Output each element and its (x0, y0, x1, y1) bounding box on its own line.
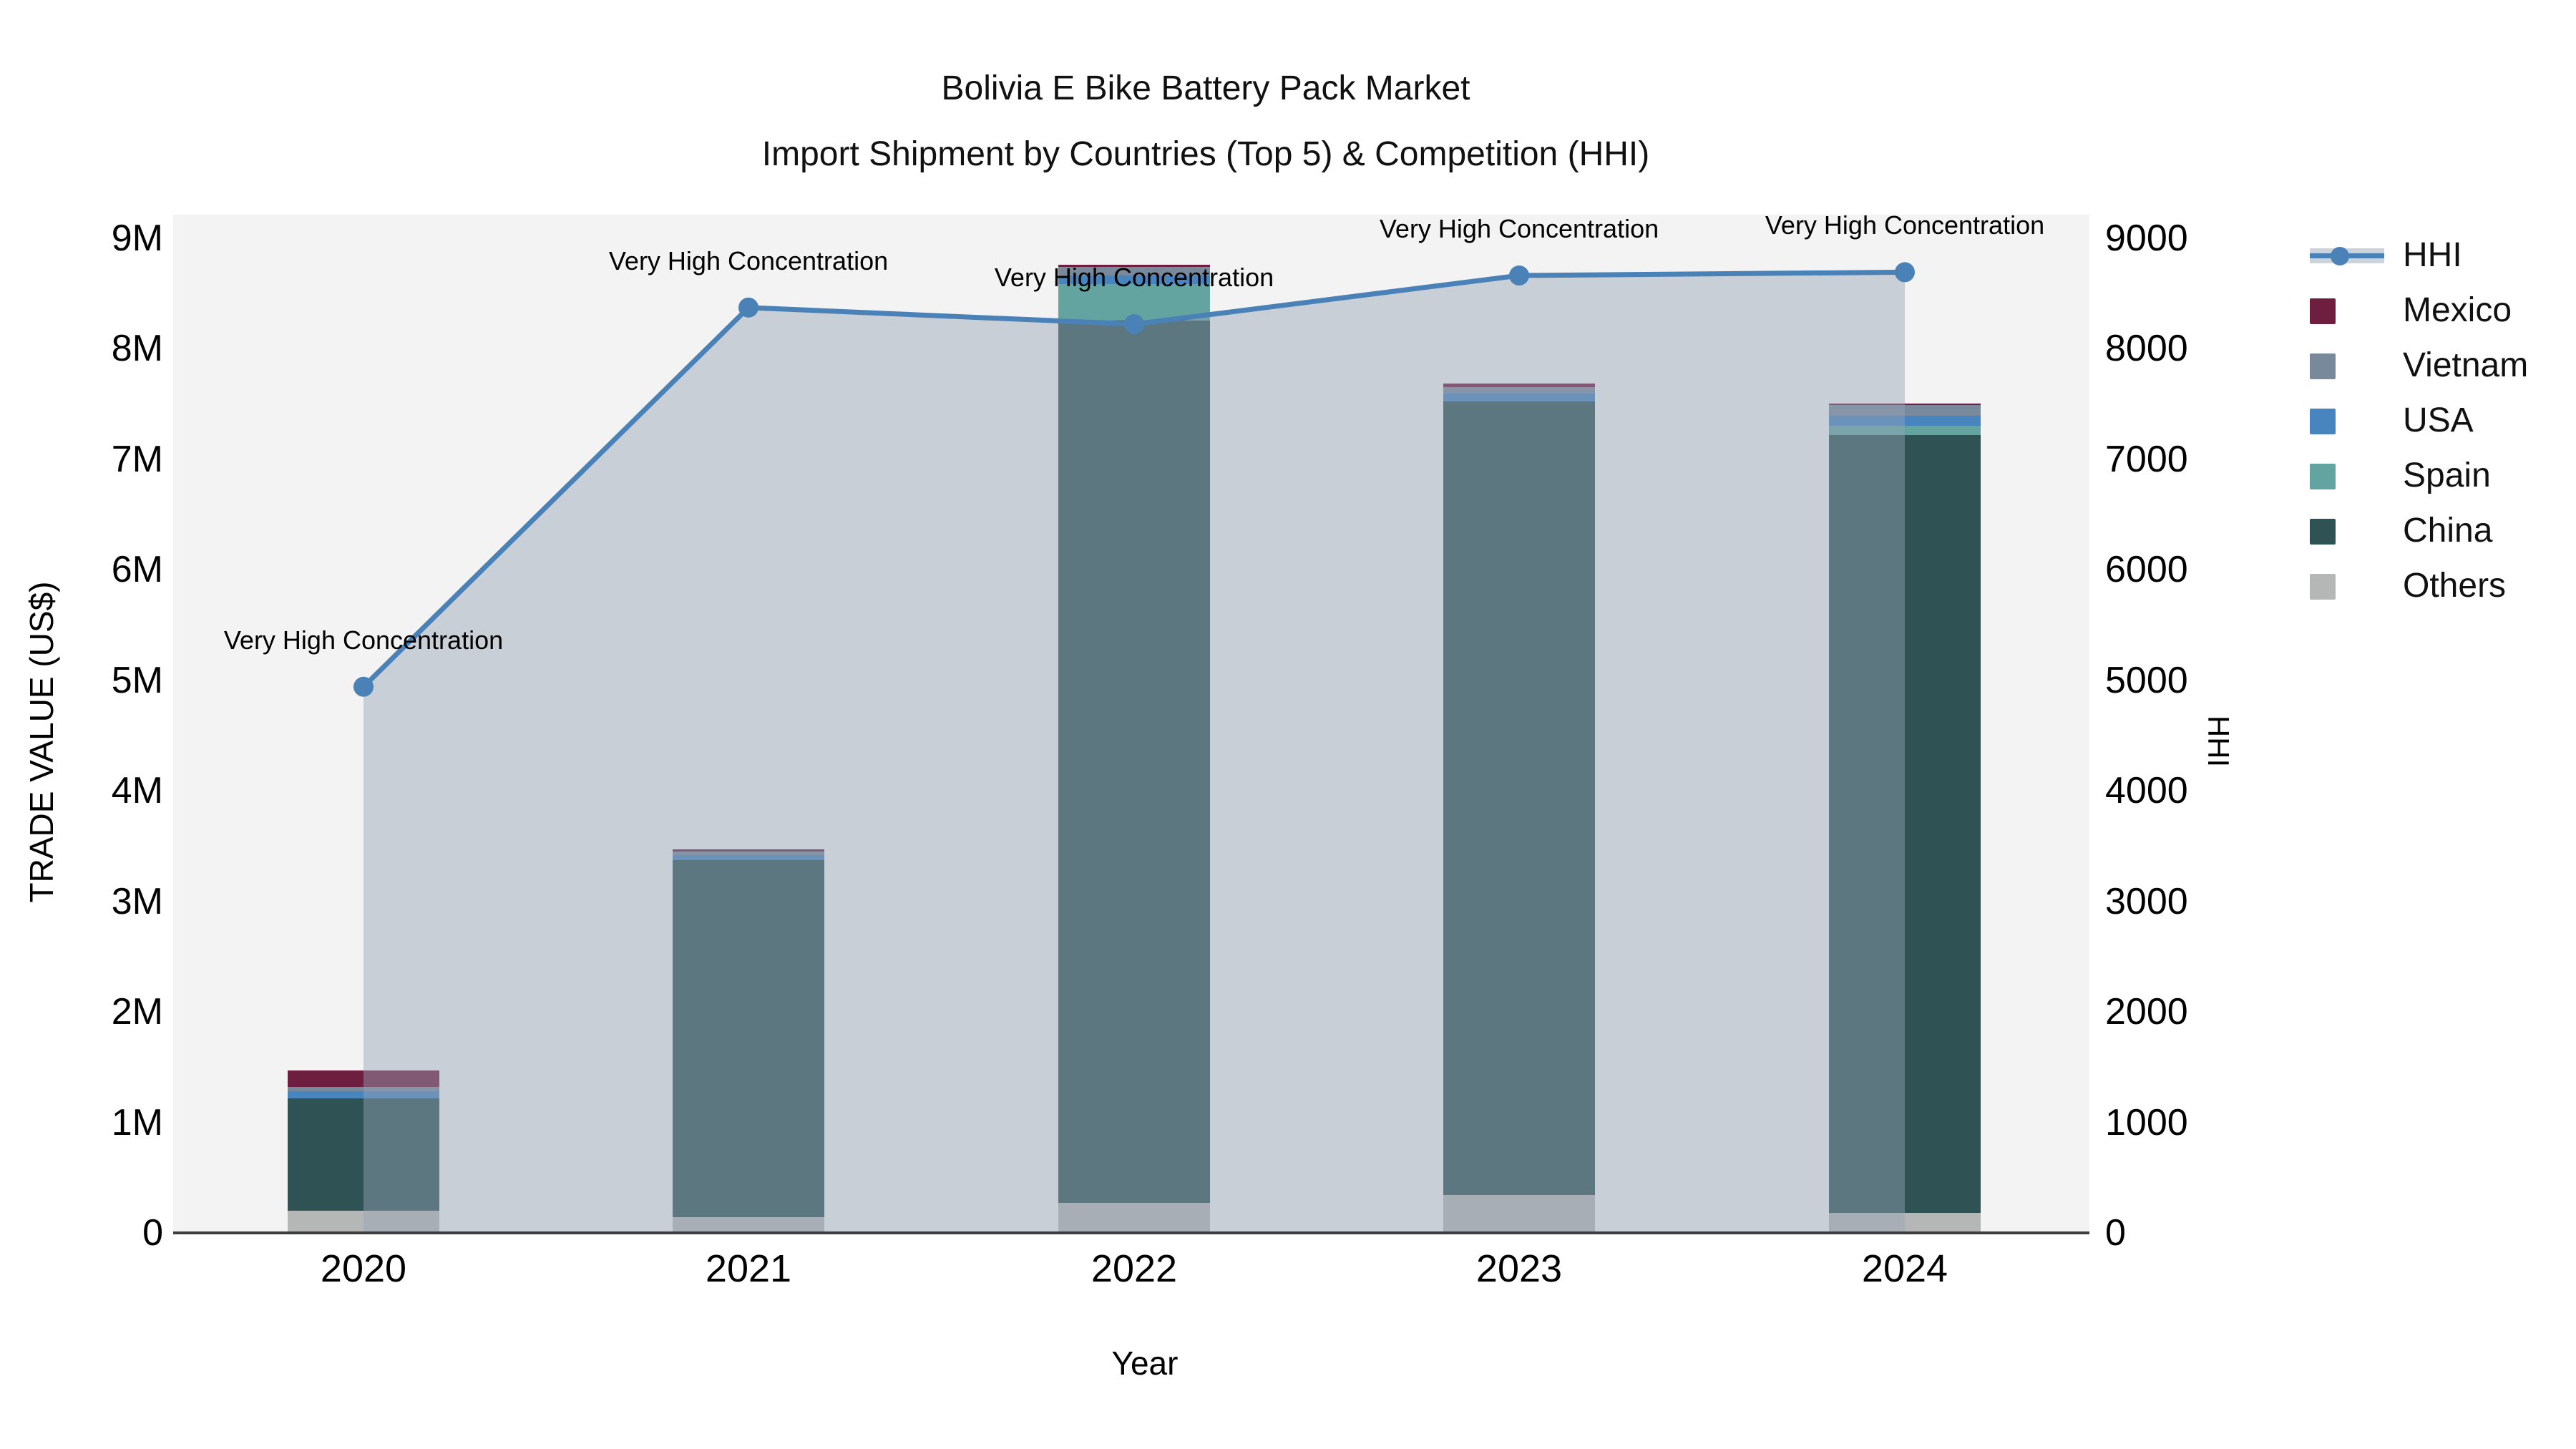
bar-segment-spain-2024[interactable] (1829, 426, 1981, 435)
legend-item-mexico[interactable]: Mexico (2310, 283, 2528, 338)
legend-item-others[interactable]: Others (2310, 558, 2528, 613)
y-left-tick-0: 0 (142, 1212, 163, 1254)
legend-color-swatch (2310, 463, 2336, 489)
legend-line-sample-icon (2310, 241, 2384, 270)
legend-color-swatch (2310, 408, 2336, 434)
y-right-tick-8000: 8000 (2105, 328, 2188, 369)
y-right-tick-4000: 4000 (2105, 770, 2188, 811)
x-axis-title: Year (1111, 1345, 1179, 1382)
bar-segment-others-2022[interactable] (1058, 1203, 1210, 1233)
chart-title-line1: Bolivia E Bike Battery Pack Market (941, 69, 1470, 107)
bar-segment-usa-2024[interactable] (1829, 416, 1981, 426)
bar-segment-mexico-2020[interactable] (288, 1070, 439, 1088)
legend-label: Vietnam (2403, 346, 2529, 384)
annotation-2020: Very High Concentration (223, 625, 504, 655)
y-left-tick-8M: 8M (111, 328, 163, 369)
annotation-2021: Very High Concentration (608, 245, 889, 275)
annotation-2022: Very High Concentration (994, 263, 1274, 292)
legend-line-sample-part (2331, 246, 2349, 265)
y-right-tick-2000: 2000 (2105, 991, 2188, 1033)
bar-segment-vietnam-2020[interactable] (288, 1087, 439, 1092)
bar-segment-mexico-2021[interactable] (673, 849, 824, 852)
legend-label: China (2403, 511, 2493, 550)
hhi-marker-2024[interactable] (1895, 262, 1915, 283)
legend-swatch-icon (2310, 462, 2384, 490)
plot-area: Very High Concentration Very High Concent… (173, 211, 2089, 1234)
x-tick-2024: 2024 (1861, 1247, 1948, 1290)
bar-segment-usa-2021[interactable] (673, 854, 824, 861)
y-left-tick-4M: 4M (111, 770, 163, 811)
x-tick-2020: 2020 (320, 1247, 407, 1290)
y-left-tick-9M: 9M (111, 217, 163, 259)
legend-color-swatch (2310, 298, 2336, 324)
legend-swatch-icon (2310, 296, 2384, 325)
legend-item-usa[interactable]: USA (2310, 393, 2528, 448)
legend-label: USA (2403, 401, 2474, 439)
bar-segment-vietnam-2023[interactable] (1443, 387, 1595, 394)
bar-segment-china-2022[interactable] (1058, 321, 1210, 1204)
y-left-tick-6M: 6M (111, 549, 163, 590)
y-right-tick-5000: 5000 (2105, 659, 2188, 701)
legend-label: Spain (2403, 456, 2491, 494)
y-right-tick-7000: 7000 (2105, 438, 2188, 480)
annotation-2023: Very High Concentration (1379, 214, 1659, 244)
legend-item-vietnam[interactable]: Vietnam (2310, 338, 2528, 393)
y-left-tick-5M: 5M (111, 659, 163, 701)
bar-segment-china-2021[interactable] (673, 860, 824, 1218)
bar-segment-others-2021[interactable] (673, 1217, 824, 1233)
bar-segment-mexico-2022[interactable] (1058, 264, 1210, 267)
bar-segment-china-2024[interactable] (1829, 434, 1981, 1214)
legend-color-swatch (2310, 518, 2336, 545)
legend-swatch-icon (2310, 572, 2384, 600)
legend-item-spain[interactable]: Spain (2310, 448, 2528, 503)
legend-swatch-icon (2310, 406, 2384, 435)
bar-segment-usa-2023[interactable] (1443, 394, 1595, 402)
x-tick-2023: 2023 (1475, 1247, 1563, 1290)
legend-item-hhi[interactable]: HHI (2310, 228, 2528, 283)
x-tick-2021: 2021 (705, 1247, 792, 1290)
hhi-marker-2021[interactable] (738, 297, 758, 318)
bar-segment-mexico-2024[interactable] (1829, 404, 1981, 405)
y-right-tick-0: 0 (2105, 1212, 2126, 1254)
hhi-marker-2023[interactable] (1509, 265, 1529, 286)
y-right-tick-9000: 9000 (2105, 217, 2188, 259)
legend-label: Mexico (2403, 291, 2512, 329)
y-right-tick-1000: 1000 (2105, 1101, 2188, 1143)
annotation-2024: Very High Concentration (1765, 210, 2045, 240)
bar-segment-china-2023[interactable] (1443, 401, 1595, 1196)
hhi-marker-2020[interactable] (353, 676, 374, 697)
legend-color-swatch (2310, 573, 2336, 600)
x-axis-line (173, 1231, 2089, 1234)
legend-swatch-icon (2310, 517, 2384, 545)
y-left-tick-7M: 7M (111, 438, 163, 480)
x-tick-2022: 2022 (1091, 1247, 1178, 1290)
y-right-tick-3000: 3000 (2105, 880, 2188, 922)
bar-segment-others-2020[interactable] (288, 1211, 439, 1233)
bar-segment-vietnam-2021[interactable] (673, 852, 824, 855)
legend-label: Others (2403, 566, 2507, 605)
legend-item-china[interactable]: China (2310, 503, 2528, 558)
legend-label: HHI (2403, 235, 2462, 274)
y-left-tick-2M: 2M (111, 991, 163, 1033)
legend-color-swatch (2310, 353, 2336, 379)
bar-segment-mexico-2023[interactable] (1443, 384, 1595, 388)
bar-segment-vietnam-2024[interactable] (1829, 404, 1981, 416)
bar-segment-china-2020[interactable] (288, 1098, 439, 1211)
y-left-tick-3M: 3M (111, 880, 163, 922)
bar-segment-usa-2020[interactable] (288, 1091, 439, 1098)
y-right-tick-6000: 6000 (2105, 549, 2188, 590)
y-left-tick-1M: 1M (111, 1101, 163, 1143)
chart-title-line2: Import Shipment by Countries (Top 5) & C… (761, 135, 1650, 173)
legend-swatch-icon (2310, 351, 2384, 380)
chart-title: Bolivia E Bike Battery Pack Market Impor… (347, 56, 2064, 187)
bar-segment-others-2024[interactable] (1829, 1213, 1981, 1233)
legend: HHI Mexico Vietnam USA Spain China Others (2310, 228, 2528, 613)
bar-segment-others-2023[interactable] (1443, 1195, 1595, 1233)
